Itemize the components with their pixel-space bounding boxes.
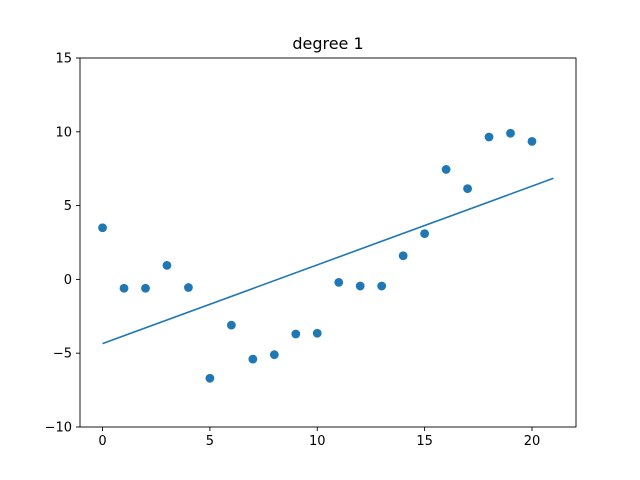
data-point (441, 165, 451, 174)
data-point (506, 128, 515, 138)
data-point (141, 283, 150, 293)
data-point (420, 229, 430, 239)
data-point (162, 260, 172, 270)
data-point (334, 277, 344, 287)
x-tick-label: 0 (98, 434, 106, 449)
data-point (527, 136, 537, 146)
data-point (184, 283, 193, 292)
data-point (226, 320, 236, 330)
data-point (119, 283, 129, 293)
y-tick-label: −5 (53, 347, 72, 362)
data-point (98, 223, 107, 233)
data-point (484, 132, 494, 142)
data-point (269, 350, 279, 360)
data-point (398, 251, 408, 261)
data-point (291, 329, 301, 339)
data-point (355, 281, 365, 291)
plot-area (98, 128, 554, 383)
x-tick-label: 15 (416, 434, 433, 449)
x-tick-label: 10 (309, 434, 326, 449)
data-point (463, 184, 472, 194)
data-point (377, 281, 387, 291)
chart-title: degree 1 (292, 34, 363, 53)
axes-frame (79, 57, 577, 428)
axes: 0 5 10 15 20 −10 −5 0 5 10 15 (45, 52, 577, 449)
y-tick-label: 5 (64, 199, 72, 214)
x-tick-label: 20 (524, 434, 541, 449)
x-tick-label: 5 (206, 434, 214, 449)
y-tick-label: −10 (45, 421, 72, 436)
y-tick-label: 0 (64, 273, 72, 288)
data-point (312, 328, 322, 338)
fit-line (102, 177, 554, 345)
data-point (248, 354, 258, 364)
data-point (205, 373, 215, 383)
y-tick-label: 10 (55, 125, 72, 140)
y-tick-label: 15 (55, 52, 72, 67)
